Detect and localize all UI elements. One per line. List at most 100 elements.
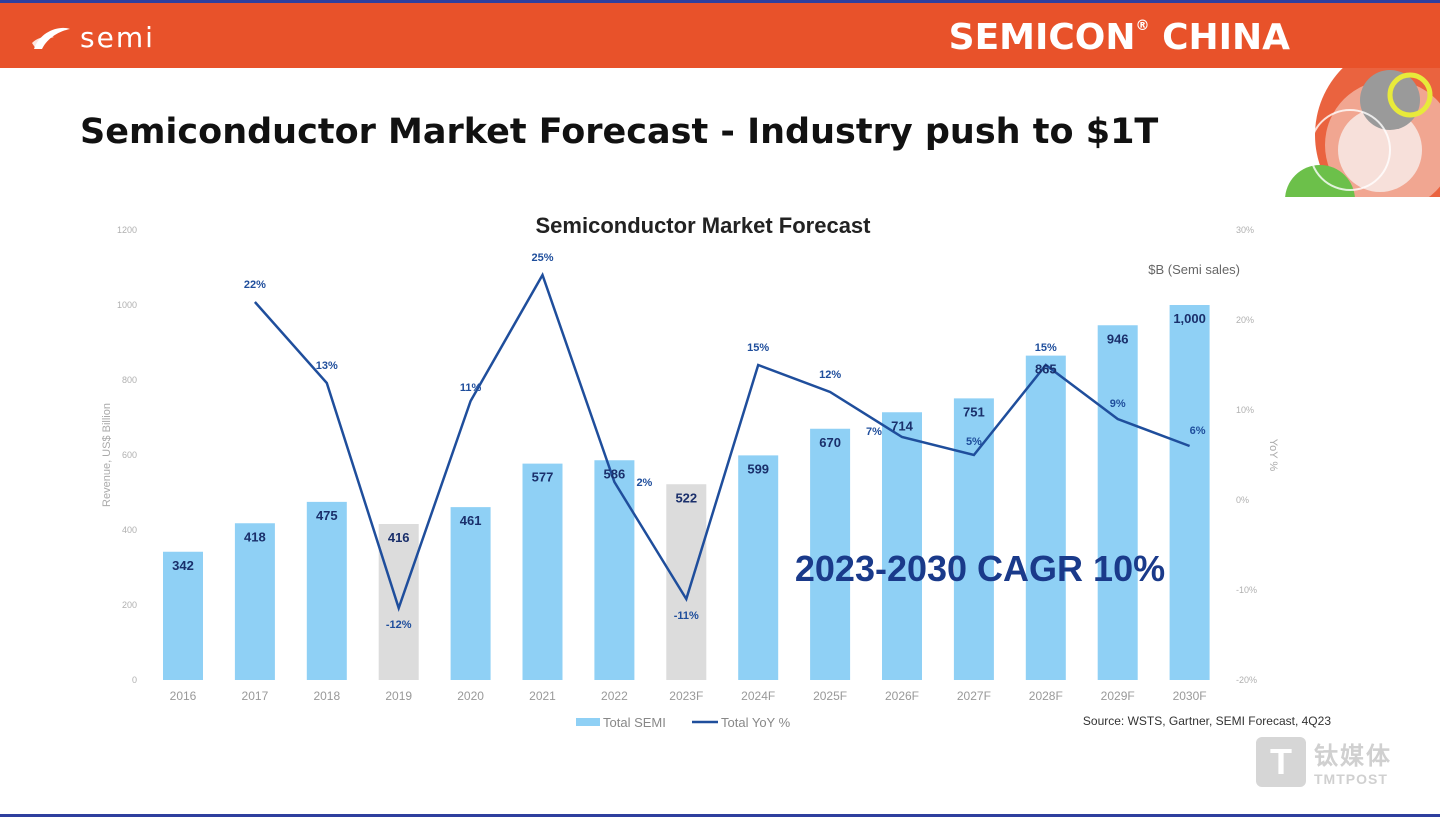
bar-2016 xyxy=(163,551,203,680)
line-value-label: 11% xyxy=(460,382,482,394)
y-tick-label: 0 xyxy=(132,675,137,685)
bar-2023F xyxy=(666,484,707,680)
bar-2029F xyxy=(1097,325,1138,680)
line-value-label: 9% xyxy=(1110,398,1126,410)
bar-2022 xyxy=(594,460,635,680)
bar-2017 xyxy=(234,523,275,680)
line-value-label: 6% xyxy=(1190,425,1206,437)
semi-logo-icon xyxy=(32,27,70,49)
bar-value-label: 461 xyxy=(460,513,482,528)
legend-bar-swatch xyxy=(576,718,600,726)
x-tick-label: 2022 xyxy=(601,689,628,703)
units-note: $B (Semi sales) xyxy=(1148,262,1240,277)
bar-value-label: 714 xyxy=(891,418,913,433)
y-axis-label: Revenue, US$ Billion xyxy=(101,403,113,507)
line-value-label: -11% xyxy=(674,610,699,622)
watermark-text: 钛媒体 TMTPOST xyxy=(1314,736,1392,787)
bar-value-label: 475 xyxy=(316,508,338,523)
y2-tick-label: -20% xyxy=(1236,675,1257,685)
x-tick-label: 2028F xyxy=(1029,689,1063,703)
bar-value-label: 577 xyxy=(532,470,554,485)
bar-2026F xyxy=(882,412,922,680)
y2-tick-label: 30% xyxy=(1236,225,1254,235)
bar-2020 xyxy=(450,507,491,680)
bar-2019 xyxy=(378,524,419,680)
bar-2024F xyxy=(738,455,779,680)
line-value-labels: 22% 13% -12% 11% 25% 2% -11% 15% 12% 7% 5% 15% 9% 6% xyxy=(244,252,1206,631)
x-tick-label: 2021 xyxy=(529,689,556,703)
y2-tick-label: 20% xyxy=(1236,315,1254,325)
line-value-label: 15% xyxy=(747,342,769,354)
bar-value-label: 865 xyxy=(1035,362,1057,377)
x-tick-label: 2020 xyxy=(457,689,484,703)
bar-2027F xyxy=(953,398,994,680)
tmtpost-logo-icon: T xyxy=(1256,736,1306,787)
y2-tick-label: 10% xyxy=(1236,405,1254,415)
line-value-label: 25% xyxy=(531,252,553,264)
bar-value-label: 586 xyxy=(604,466,626,481)
bar-value-label: 1,000 xyxy=(1173,311,1206,326)
header-bar: semi SEMICON® CHINA xyxy=(0,0,1440,68)
bar-2018 xyxy=(306,501,347,680)
y2-axis-label: YoY % xyxy=(1267,439,1279,472)
yoy-line-series xyxy=(253,271,1191,612)
bar-2025F xyxy=(810,428,851,680)
x-tick-label: 2017 xyxy=(242,689,269,703)
x-tick-label: 2029F xyxy=(1101,689,1135,703)
brand-main: SEMICON xyxy=(948,17,1136,58)
watermark-cn: 钛媒体 xyxy=(1314,743,1392,770)
bottom-rule xyxy=(0,814,1440,817)
decorative-graphic xyxy=(1260,40,1440,245)
bar-value-label: 751 xyxy=(963,404,985,419)
line-value-label: 5% xyxy=(966,436,982,448)
y-tick-label: 200 xyxy=(122,600,137,610)
x-tick-label: 2027F xyxy=(957,689,991,703)
semicon-china-brand: SEMICON® CHINA xyxy=(949,17,1290,58)
cagr-annotation: 2023-2030 CAGR 10% xyxy=(795,548,1165,589)
legend: Total SEMI Total YoY % xyxy=(576,715,791,730)
line-value-label: 15% xyxy=(1035,342,1057,354)
y2-tick-label: 0% xyxy=(1236,495,1249,505)
legend-line-label: Total YoY % xyxy=(721,715,791,730)
x-tick-label: 2016 xyxy=(170,689,197,703)
x-tick-label: 2023F xyxy=(669,689,703,703)
x-tick-label: 2025F xyxy=(813,689,847,703)
bar-series xyxy=(163,305,1210,680)
x-tick-label: 2019 xyxy=(385,689,412,703)
slide-title: Semiconductor Market Forecast - Industry… xyxy=(80,112,1159,152)
bar-value-label: 342 xyxy=(172,558,194,573)
bar-value-labels: 342 418 475 416 461 577 586 522 599 670 714 751 865 9… xyxy=(172,311,1206,573)
bar-value-label: 522 xyxy=(675,490,697,505)
brand-tail: CHINA xyxy=(1149,17,1290,58)
line-value-label: 22% xyxy=(244,279,266,291)
chart-title: Semiconductor Market Forecast xyxy=(536,213,872,238)
bar-2028F xyxy=(1025,355,1066,680)
x-axis-labels: 2016 2017 2018 2019 2020 2021 2022 2023F 2024F 20… xyxy=(170,689,1207,703)
watermark-en: TMTPOST xyxy=(1314,771,1388,787)
y-tick-label: 800 xyxy=(122,375,137,385)
bar-value-label: 418 xyxy=(244,529,266,544)
bar-value-label: 599 xyxy=(747,461,769,476)
y-tick-label: 400 xyxy=(122,525,137,535)
tmtpost-watermark: T 钛媒体 TMTPOST xyxy=(1256,736,1392,787)
x-tick-label: 2024F xyxy=(741,689,775,703)
yoy-line xyxy=(253,271,1191,612)
bar-value-label: 946 xyxy=(1107,331,1129,346)
y-tick-label: 600 xyxy=(122,450,137,460)
line-value-label: 12% xyxy=(819,369,841,381)
line-value-label: 7% xyxy=(866,426,882,438)
y2-axis-ticks: -20% -10% 0% 10% 20% 30% xyxy=(1236,225,1257,685)
legend-bar-label: Total SEMI xyxy=(603,715,666,730)
brand-registered-mark: ® xyxy=(1135,18,1150,34)
bar-2021 xyxy=(522,463,563,680)
line-value-label: 2% xyxy=(636,477,652,489)
logo-text: semi xyxy=(80,21,155,54)
y-tick-label: 1000 xyxy=(117,300,137,310)
x-tick-label: 2030F xyxy=(1173,689,1207,703)
source-note: Source: WSTS, Gartner, SEMI Forecast, 4Q… xyxy=(1083,714,1331,728)
line-value-label: 13% xyxy=(316,360,338,372)
y2-tick-label: -10% xyxy=(1236,585,1257,595)
bar-value-label: 416 xyxy=(388,530,410,545)
x-tick-label: 2018 xyxy=(313,689,340,703)
